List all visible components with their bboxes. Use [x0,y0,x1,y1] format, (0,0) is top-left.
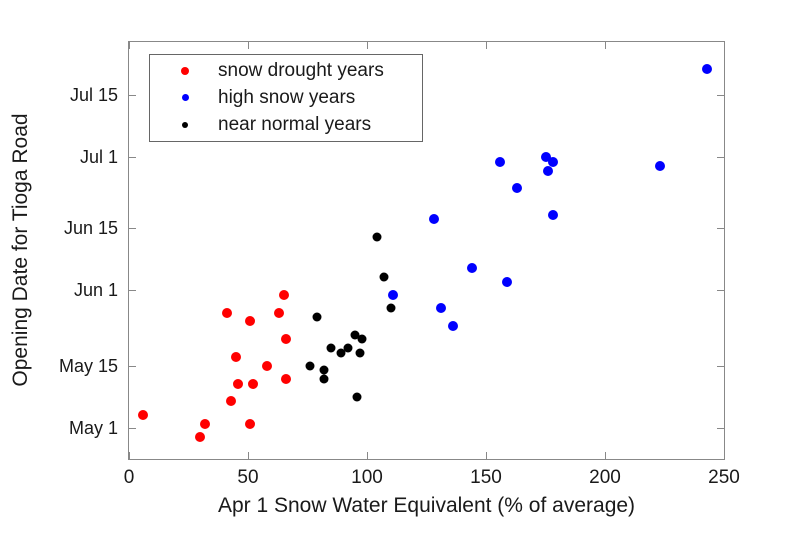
y-tick-mark [129,290,136,292]
data-point [547,210,558,220]
data-point [435,303,446,314]
data-point [540,152,551,163]
x-tick-mark-top [486,42,487,49]
x-tick-mark-top [129,42,130,49]
y-tick-mark-right [717,95,724,97]
data-point [319,365,329,375]
data-point [379,272,389,282]
x-tick-mark [724,452,725,459]
y-tick-mark [129,365,136,367]
data-point [466,263,477,274]
data-point [447,320,458,331]
legend-item: high snow years [150,85,422,111]
data-point [495,156,506,167]
x-tick-label: 100 [351,467,383,488]
legend-item-label: high snow years [218,86,356,108]
y-tick-label: Jul 15 [69,85,118,106]
y-tick-mark-right [717,157,724,159]
data-point [278,289,289,300]
y-tick-mark [129,95,136,97]
data-point [654,161,665,172]
y-tick-label: Jun 15 [63,218,118,239]
data-point [200,418,211,429]
data-point [326,343,336,353]
x-tick-label: 250 [708,467,740,488]
y-tick-mark-right [717,365,724,367]
data-point [319,374,329,384]
data-point [195,431,206,442]
y-tick-label: Jun 1 [73,280,118,301]
y-tick-label: May 15 [58,355,118,376]
legend: snow drought years high snow years near no… [149,54,423,142]
data-point [247,378,258,389]
data-point [542,165,553,176]
x-tick-mark [248,452,249,459]
data-point [352,392,362,402]
x-tick-label: 50 [237,467,259,488]
x-tick-mark [129,452,130,459]
data-point [388,289,399,300]
data-point [233,378,244,389]
data-point [281,334,292,345]
y-tick-mark-right [717,427,724,429]
data-point [511,183,522,194]
y-tick-mark [129,427,136,429]
y-tick-label: Jul 1 [79,147,118,168]
data-point [428,214,439,225]
data-point [138,409,149,420]
data-point [245,418,256,429]
legend-marker-icon [182,122,188,129]
x-tick-label: 200 [589,467,621,488]
x-tick-mark-top [248,42,249,49]
data-point [343,343,353,353]
data-point [221,307,232,318]
data-point [262,360,273,371]
x-tick-mark [486,452,487,459]
x-tick-label: 150 [470,467,502,488]
x-axis-title: Apr 1 Snow Water Equivalent (% of averag… [217,494,636,517]
data-point [281,374,292,385]
data-point [502,276,513,287]
y-tick-mark [129,157,136,159]
y-tick-mark-right [717,228,724,230]
legend-marker-icon [181,66,189,75]
legend-marker-icon [181,94,189,102]
data-point [350,330,360,340]
legend-item-label: near normal years [218,114,372,136]
legend-item: snow drought years [150,58,422,84]
x-tick-mark-top [605,42,606,49]
x-tick-mark [605,452,606,459]
x-tick-mark-top [367,42,368,49]
data-point [702,63,713,74]
data-point [245,316,256,327]
data-point [336,348,346,358]
legend-marker-slot [171,94,199,102]
y-tick-mark [129,228,136,230]
data-point [226,396,237,407]
data-point [547,156,558,167]
data-point [231,351,242,362]
data-point [312,312,322,322]
x-tick-label: 0 [123,467,135,488]
data-point [355,348,365,358]
data-point [357,334,367,344]
plot-area: snow drought years high snow years near no… [128,41,725,460]
x-tick-mark [367,452,368,459]
x-tick-mark-top [724,42,725,49]
legend-marker-slot [171,122,199,129]
data-point [386,303,396,313]
data-point [273,307,284,318]
legend-marker-slot [171,66,199,75]
data-point [372,232,382,242]
legend-item-label: snow drought years [218,59,384,81]
y-tick-mark-right [717,290,724,292]
legend-item: near normal years [150,112,422,138]
data-point [305,361,315,371]
y-tick-label: May 1 [68,417,118,438]
